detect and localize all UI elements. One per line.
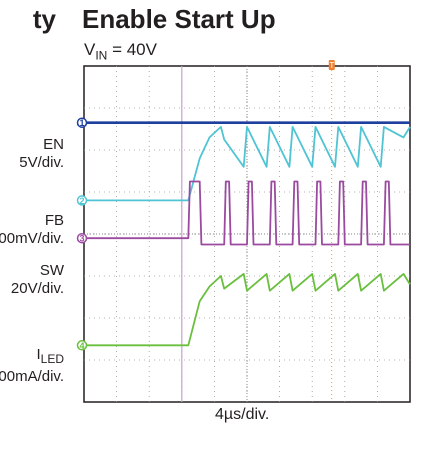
trace-iled xyxy=(84,272,411,347)
channel-marker-fb xyxy=(76,195,88,206)
channel-marker-en xyxy=(76,117,88,128)
channel-number-fb: 2 xyxy=(79,196,84,206)
channel-name-en: EN xyxy=(43,136,64,153)
channel-name-sw: SW xyxy=(39,262,64,279)
channel-scale-sw: 20V/div. xyxy=(10,280,64,297)
left-fragment-title: ty xyxy=(32,4,56,34)
trace-sw xyxy=(84,180,410,246)
channel-name-iled: ILED xyxy=(36,346,64,366)
channel-name-fb: FB xyxy=(44,212,64,229)
trigger-marker-label: T xyxy=(329,61,334,70)
channel-number-en: 1 xyxy=(79,118,84,128)
chart-title: Enable Start Up xyxy=(82,4,276,34)
x-axis-label: 4µs/div. xyxy=(215,406,270,423)
channel-marker-iled xyxy=(76,340,88,351)
channel-number-sw: 3 xyxy=(79,234,84,244)
trigger-marker-icon xyxy=(328,60,335,70)
channel-number-iled: 4 xyxy=(79,341,84,351)
chart-subtitle: VIN = 40V xyxy=(84,40,157,63)
channel-scale-fb: 100mV/div. xyxy=(0,230,64,247)
channel-marker-sw xyxy=(76,232,88,244)
trace-fb xyxy=(84,126,411,202)
channel-label-iled: ILED 100mA/div. xyxy=(0,346,64,386)
channel-scale-iled: 100mA/div. xyxy=(0,368,64,385)
channel-label-en: EN 5V/div. xyxy=(19,136,64,172)
channel-label-fb: FB 100mV/div. xyxy=(0,212,64,248)
channel-scale-en: 5V/div. xyxy=(19,154,64,171)
channel-label-sw: SW 20V/div. xyxy=(11,262,64,298)
